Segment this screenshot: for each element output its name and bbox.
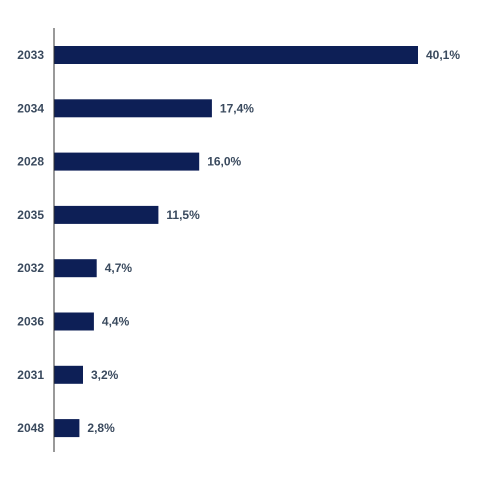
category-label-2033: 2033 bbox=[17, 48, 44, 62]
value-label-2032: 4,7% bbox=[105, 261, 133, 275]
value-label-2035: 11,5% bbox=[166, 208, 200, 222]
value-label-2031: 3,2% bbox=[91, 368, 119, 382]
value-label-2028: 16,0% bbox=[207, 155, 241, 169]
category-label-2028: 2028 bbox=[17, 155, 44, 169]
bar-2048 bbox=[54, 419, 80, 438]
bars bbox=[54, 46, 418, 438]
value-label-2033: 40,1% bbox=[426, 48, 460, 62]
value-label-2048: 2,8% bbox=[87, 421, 115, 435]
category-label-2031: 2031 bbox=[17, 368, 44, 382]
value-label-2034: 17,4% bbox=[220, 101, 254, 115]
bar-2033 bbox=[54, 46, 418, 64]
value-label-2036: 4,4% bbox=[102, 315, 130, 329]
category-labels: 2033 2034 2028 2035 2032 2036 2031 2048 bbox=[17, 48, 44, 435]
bar-2034 bbox=[54, 99, 212, 118]
category-label-2048: 2048 bbox=[17, 421, 44, 435]
category-label-2032: 2032 bbox=[17, 261, 44, 275]
category-label-2035: 2035 bbox=[17, 208, 44, 222]
bar-2031 bbox=[54, 365, 83, 384]
value-labels: 40,1% 17,4% 16,0% 11,5% 4,7% 4,4% 3,2% 2,8% bbox=[87, 48, 460, 435]
bar-2032 bbox=[54, 259, 97, 278]
category-label-2036: 2036 bbox=[17, 315, 44, 329]
bar-2028 bbox=[54, 152, 200, 171]
category-label-2034: 2034 bbox=[17, 101, 44, 115]
bar-2035 bbox=[54, 205, 159, 224]
bar-2036 bbox=[54, 312, 94, 331]
